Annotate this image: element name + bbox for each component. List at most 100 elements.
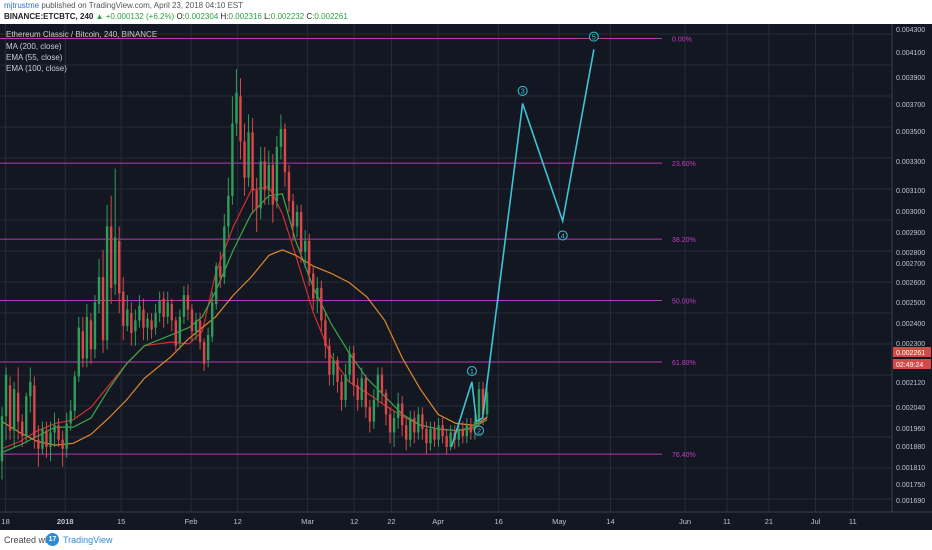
candle-body	[206, 334, 210, 361]
wave-marker[interactable]	[557, 230, 568, 241]
candle-body	[332, 360, 335, 375]
candle-body	[49, 432, 52, 447]
candle-body	[400, 403, 404, 426]
candle-body	[146, 318, 149, 328]
price-tick-label: 0.002300	[896, 341, 925, 348]
change-value: ▲ +0.000132 (+6.2%)	[95, 12, 175, 21]
price-tick-label: 0.003900	[896, 75, 925, 82]
countdown-tag	[893, 359, 931, 369]
wave-label: 4	[561, 233, 565, 240]
candle-body	[279, 128, 283, 147]
open-value: 0.002304	[184, 12, 219, 21]
candle-body	[210, 302, 214, 337]
time-tick-label: 21	[765, 517, 773, 526]
candle-body	[376, 374, 380, 400]
fib-level-label: 50.00%	[672, 299, 696, 306]
candle-body	[352, 352, 355, 386]
candle-body	[134, 320, 137, 332]
ema100-line	[1, 249, 488, 446]
tradingview-logo-icon: 17	[46, 533, 59, 546]
candle-body	[287, 172, 291, 202]
price-axis[interactable]: 0.004300 0.004100 0.003900 0.003700 0.003500…	[891, 24, 932, 530]
time-tick-label: 2018	[57, 517, 74, 526]
candle-body	[348, 352, 351, 375]
candle-body	[37, 439, 40, 449]
tradingview-link[interactable]: TradingView	[63, 535, 113, 545]
candle-body	[316, 287, 319, 299]
time-tick-label: 22	[387, 517, 395, 526]
candle-body	[295, 211, 299, 227]
candle-body	[307, 240, 311, 274]
price-tick-label: 0.003000	[896, 209, 925, 216]
symbol-label: BINANCE:ETCBTC, 240	[4, 12, 94, 21]
candle-body	[368, 407, 372, 422]
legend-ema55: EMA (55, close)	[6, 53, 63, 62]
candle-body	[194, 320, 198, 332]
candle-body	[227, 195, 230, 227]
candle-body	[461, 428, 464, 437]
candle-body	[417, 414, 420, 433]
price-tick-label: 0.004100	[896, 50, 925, 57]
candle-body	[388, 414, 392, 433]
chart-background	[0, 24, 932, 530]
low-value: 0.002232	[270, 12, 305, 21]
wave-marker[interactable]	[517, 85, 528, 96]
time-tick-label: 11	[849, 517, 857, 526]
candle-body	[473, 421, 477, 433]
legend-title: Ethereum Classic / Bitcoin, 240, BINANCE	[6, 30, 157, 39]
candle-body	[186, 295, 190, 310]
candle-body	[21, 421, 24, 437]
candle-body	[283, 128, 287, 173]
candle-body	[97, 277, 101, 305]
candle-body	[396, 403, 400, 419]
fib-level-label: 61.80%	[672, 360, 696, 367]
time-tick-label: 15	[117, 517, 125, 526]
wave-label: 3	[521, 89, 525, 96]
low-label: L:	[264, 12, 271, 21]
high-label: H:	[220, 12, 229, 21]
candle-body	[465, 425, 469, 437]
chart-header: mjtrustme published on TradingView.com, …	[0, 0, 932, 24]
time-tick-label: 14	[606, 517, 614, 526]
wave-marker[interactable]	[474, 425, 485, 436]
price-tick-label: 0.001810	[896, 465, 925, 472]
candle-body	[93, 302, 97, 350]
time-tick-label: May	[552, 517, 566, 526]
wave-marker[interactable]	[588, 31, 599, 42]
candle-body	[178, 316, 182, 343]
ema55-line	[1, 193, 488, 453]
elliott-wave-projection[interactable]: 1 2 3 4 5	[450, 31, 599, 448]
price-tick-label: 0.004300	[896, 27, 925, 34]
last-price-label: 0.002261	[896, 350, 925, 357]
candle-body	[405, 425, 408, 440]
candle-body	[65, 423, 68, 449]
author-link[interactable]: mjtrustme	[4, 1, 40, 10]
candle-body	[126, 309, 129, 326]
price-tick-label: 0.001750	[896, 482, 925, 489]
time-tick-label: 12	[350, 517, 358, 526]
price-tick-label: 0.002500	[896, 300, 925, 307]
candle-body	[328, 345, 331, 375]
footer-bar: Created with 17 TradingView	[0, 530, 932, 550]
time-axis[interactable]: 18 2018 15 Feb 12 Mar 12 22 Apr 16 May 14 Jun 11 21 Jul…	[0, 511, 932, 530]
projection-path[interactable]	[450, 49, 595, 448]
candle-body	[166, 302, 169, 317]
candle-body	[231, 123, 234, 196]
time-tick-label: 18	[1, 517, 9, 526]
candle-body	[198, 320, 202, 343]
time-tick-label: Mar	[301, 517, 314, 526]
created-with-text: Created with	[4, 535, 55, 545]
price-chart[interactable]: 0.00%23.60%38.20%50.00%61.80%76.40% 1234…	[0, 24, 932, 530]
wave-marker[interactable]	[466, 366, 477, 377]
candle-body	[481, 389, 485, 415]
candle-body	[425, 428, 428, 444]
candle-body	[485, 392, 489, 415]
candle-body	[219, 266, 222, 278]
time-tick-label: 16	[494, 517, 502, 526]
candle-body	[243, 141, 246, 178]
candle-body	[263, 161, 266, 191]
last-price-tag	[893, 347, 931, 357]
candle-body	[247, 132, 250, 178]
candle-body	[356, 385, 359, 400]
wave-label: 1	[470, 369, 474, 376]
